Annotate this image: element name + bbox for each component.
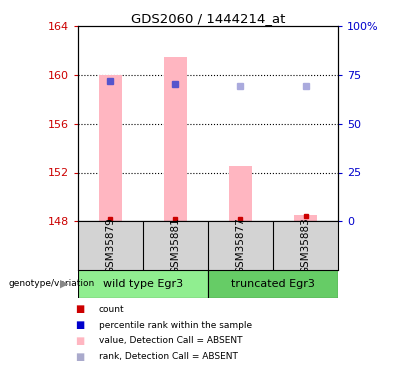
Bar xyxy=(229,166,252,221)
Text: truncated Egr3: truncated Egr3 xyxy=(231,279,315,289)
Text: wild type Egr3: wild type Egr3 xyxy=(103,279,183,289)
Text: ■: ■ xyxy=(76,336,85,346)
Text: ■: ■ xyxy=(76,304,85,314)
Text: GSM35883: GSM35883 xyxy=(301,217,310,274)
Bar xyxy=(208,270,338,298)
Bar xyxy=(78,270,208,298)
Title: GDS2060 / 1444214_at: GDS2060 / 1444214_at xyxy=(131,12,285,25)
Text: GSM35879: GSM35879 xyxy=(105,217,115,274)
Text: ▶: ▶ xyxy=(60,279,68,289)
Text: GSM35881: GSM35881 xyxy=(171,217,180,274)
Bar xyxy=(99,75,122,221)
Text: ■: ■ xyxy=(76,320,85,330)
Text: rank, Detection Call = ABSENT: rank, Detection Call = ABSENT xyxy=(99,352,238,361)
Text: count: count xyxy=(99,305,124,314)
Bar xyxy=(294,215,317,221)
Text: ■: ■ xyxy=(76,352,85,362)
Text: genotype/variation: genotype/variation xyxy=(8,279,95,288)
Text: GSM35877: GSM35877 xyxy=(236,217,245,274)
Bar xyxy=(164,57,187,221)
Text: value, Detection Call = ABSENT: value, Detection Call = ABSENT xyxy=(99,336,242,345)
Text: percentile rank within the sample: percentile rank within the sample xyxy=(99,321,252,330)
